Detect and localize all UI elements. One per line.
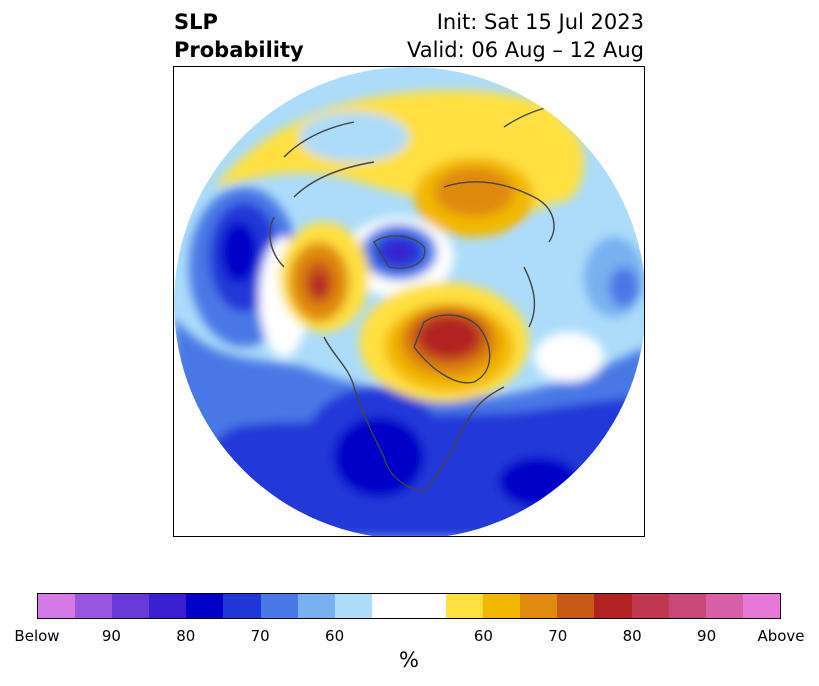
colorbar-swatch (705, 594, 743, 618)
colorbar-swatch (186, 594, 224, 618)
colorbar-swatch (483, 594, 521, 618)
colorbar-swatch (260, 594, 298, 618)
map-panel (173, 66, 645, 537)
title-init-date: Init: Sat 15 Jul 2023 (436, 10, 644, 34)
colorbar-tick-label: 70 (250, 627, 270, 645)
colorbar-swatch (557, 594, 595, 618)
title-type: Probability (174, 38, 304, 62)
colorbar-swatch (408, 594, 447, 618)
colorbar-tick-label: 90 (101, 627, 121, 645)
probability-map (174, 67, 644, 536)
colorbar-swatch (112, 594, 150, 618)
colorbar-tick-label: 70 (548, 627, 568, 645)
colorbar-swatch (520, 594, 558, 618)
colorbar-tick-label: Above (757, 627, 805, 645)
colorbar-swatch (149, 594, 187, 618)
title-variable: SLP (174, 10, 218, 34)
colorbar-swatch (446, 594, 484, 618)
probability-field (174, 67, 644, 536)
colorbar-tick-label: 60 (325, 627, 345, 645)
colorbar-swatch (742, 594, 780, 618)
colorbar (37, 593, 781, 619)
colorbar-swatch (371, 594, 409, 618)
title-right: Init: Sat 15 Jul 2023 Valid: 06 Aug – 12… (407, 8, 644, 64)
colorbar-swatch (75, 594, 113, 618)
colorbar-tick-label: Below (14, 627, 60, 645)
colorbar-tick-label: 60 (473, 627, 493, 645)
colorbar-swatch (631, 594, 669, 618)
colorbar-tick-label: 90 (697, 627, 717, 645)
title-valid-range: Valid: 06 Aug – 12 Aug (406, 38, 644, 62)
colorbar-unit-label: % (399, 648, 419, 672)
colorbar-swatch (38, 594, 76, 618)
title-left: SLP Probability (174, 8, 304, 64)
colorbar-swatch (668, 594, 706, 618)
colorbar-swatch (297, 594, 335, 618)
colorbar-tick-label: 80 (176, 627, 196, 645)
colorbar-swatch (223, 594, 261, 618)
colorbar-swatch (334, 594, 372, 618)
colorbar-tick-label: 80 (622, 627, 642, 645)
colorbar-swatch (594, 594, 632, 618)
